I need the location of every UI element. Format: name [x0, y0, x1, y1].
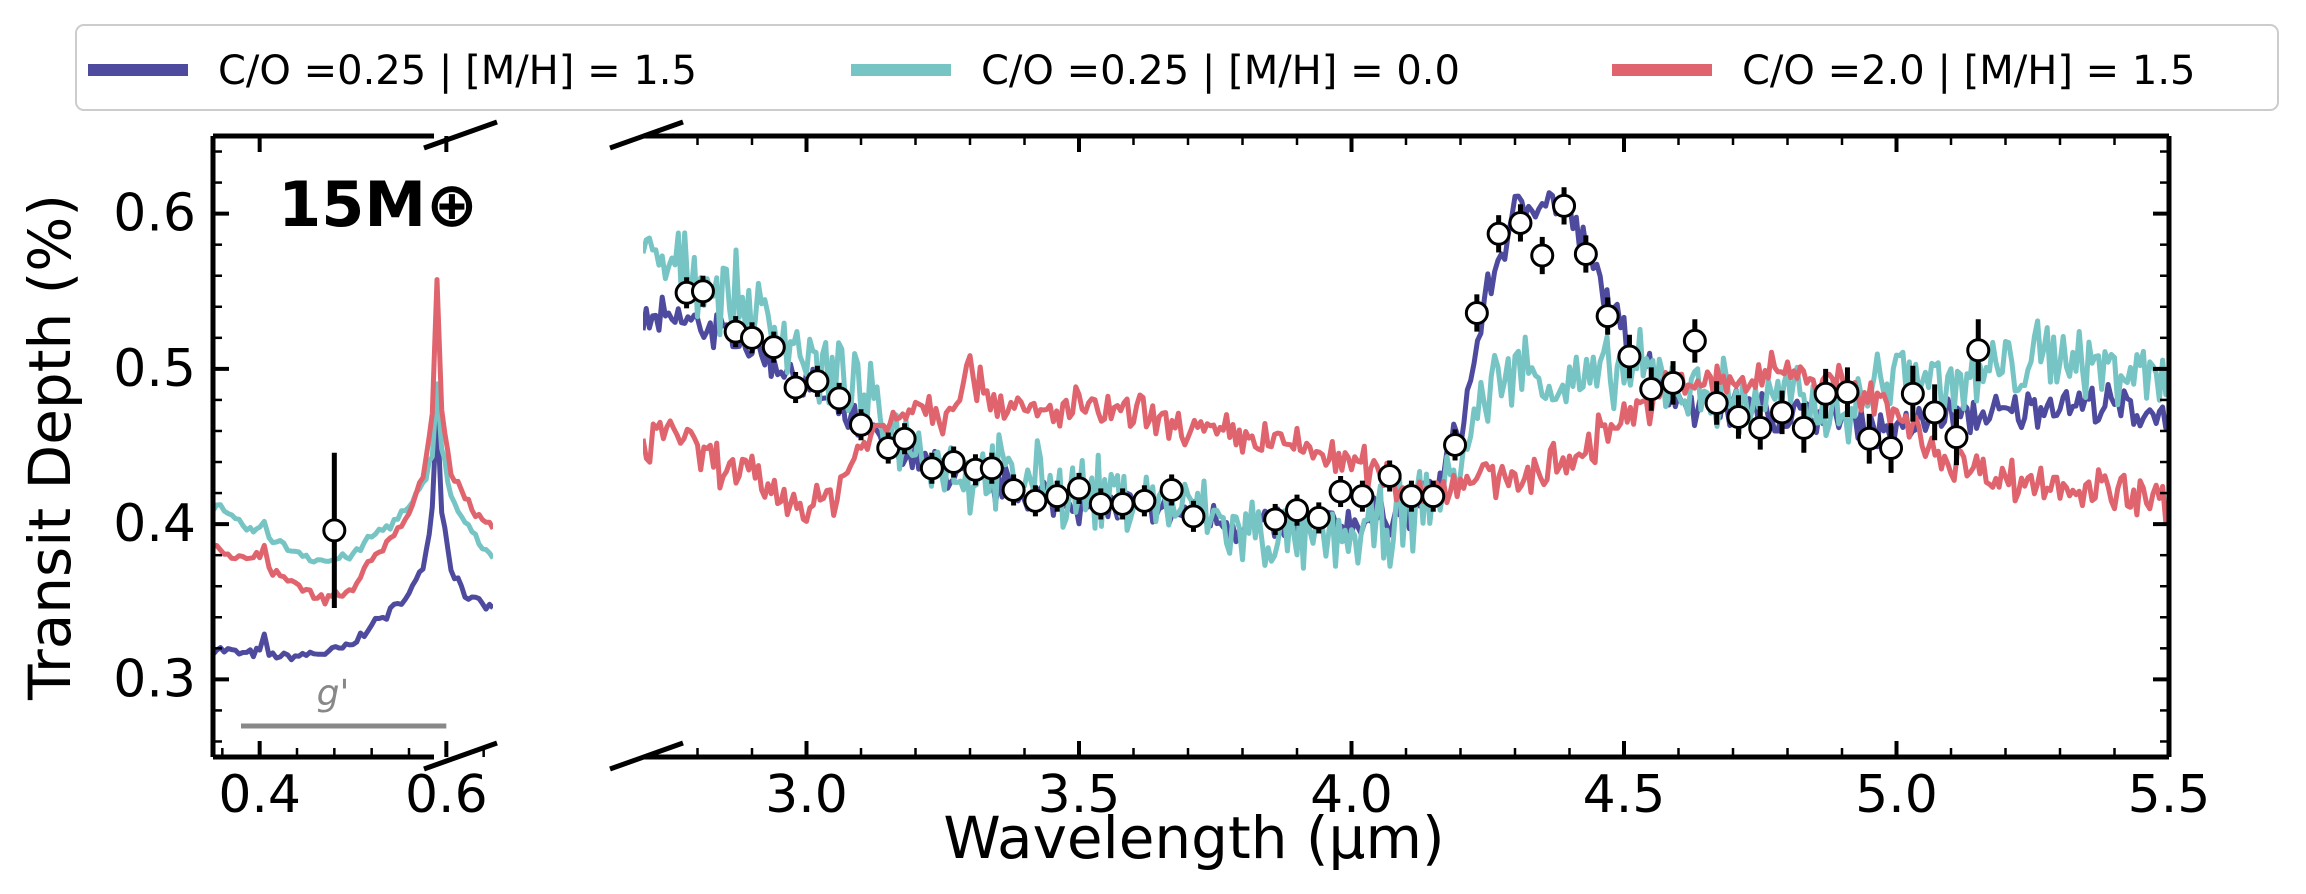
right-data-point-49 [1813, 381, 1838, 406]
left-data-point-0 [322, 518, 347, 543]
right-series-line-1 [643, 230, 2169, 571]
right-data-point-11 [919, 456, 944, 481]
y-tick-label-1: 0.4 [113, 494, 196, 554]
legend-box [75, 24, 2279, 111]
left-series-line-2 [213, 277, 493, 607]
right-x-tick-label-5: 5.5 [2128, 765, 2211, 825]
right-data-point-56 [1966, 338, 1991, 363]
right-data-point-25 [1285, 498, 1309, 523]
right-data-point-34 [1486, 221, 1511, 246]
right-data-point-28 [1350, 484, 1375, 509]
right-x-tick-label-0: 3.0 [765, 765, 848, 825]
right-data-point-39 [1595, 304, 1620, 329]
right-data-point-24 [1263, 507, 1288, 532]
right-data-point-53 [1900, 381, 1925, 406]
right-data-point-37 [1552, 193, 1577, 218]
right-data-point-3 [740, 325, 764, 350]
right-data-point-18 [1067, 476, 1091, 501]
right-data-point-42 [1661, 370, 1686, 395]
right-data-point-46 [1748, 415, 1773, 440]
left-x-tick-label-1: 0.6 [405, 765, 488, 825]
right-data-point-38 [1573, 241, 1598, 266]
right-data-point-17 [1045, 484, 1070, 509]
right-data-point-44 [1704, 391, 1729, 416]
right-data-point-51 [1857, 426, 1882, 451]
right-data-point-40 [1617, 344, 1642, 369]
right-data-point-35 [1508, 210, 1533, 235]
right-data-point-6 [805, 369, 830, 394]
right-data-point-16 [1023, 488, 1048, 513]
right-x-tick-label-3: 4.5 [1583, 765, 1666, 825]
right-x-tick-label-4: 5.0 [1855, 765, 1938, 825]
right-data-point-20 [1110, 491, 1135, 516]
right-data-point-10 [892, 426, 917, 451]
right-data-point-48 [1791, 415, 1816, 440]
right-x-tick-label-2: 4.0 [1310, 765, 1393, 825]
right-data-point-5 [783, 375, 808, 400]
legend-label-1: C/O =0.25 | [M/H] = 0.0 [981, 48, 1460, 94]
right-data-point-43 [1682, 328, 1707, 353]
x-axis-label: Wavelength (μm) [943, 804, 1444, 872]
right-data-point-22 [1159, 477, 1184, 502]
right-data-point-21 [1132, 488, 1157, 513]
right-data-point-26 [1306, 505, 1331, 530]
right-data-point-36 [1530, 243, 1555, 268]
right-data-point-7 [827, 386, 852, 411]
right-data-point-27 [1328, 479, 1353, 504]
right-data-point-30 [1399, 484, 1424, 509]
y-tick-label-2: 0.5 [113, 339, 196, 399]
legend: C/O =0.25 | [M/H] = 1.5 C/O =0.25 | [M/H… [75, 24, 2279, 111]
right-data-point-14 [979, 456, 1004, 481]
legend-label-2: C/O =2.0 | [M/H] = 1.5 [1742, 48, 2195, 94]
panel-label: 15M⊕ [278, 168, 478, 241]
right-data-point-52 [1879, 436, 1904, 461]
right-data-point-29 [1377, 463, 1402, 488]
y-tick-label-3: 0.6 [113, 184, 196, 244]
right-data-point-55 [1944, 425, 1969, 450]
axis-break-left-top [423, 119, 498, 151]
right-data-point-45 [1726, 405, 1751, 430]
axis-break-left-bottom [423, 740, 498, 772]
right-data-point-32 [1443, 432, 1468, 457]
left-panel: 0.3 0.4 0.5 0.6 0.4 0.6 15M⊕ g' [113, 133, 493, 825]
right-data-point-31 [1421, 484, 1446, 509]
y-axis-label: Transit Depth (%) [16, 194, 84, 701]
band-label: g' [317, 673, 350, 714]
right-data-point-8 [849, 412, 873, 437]
right-data-point-4 [761, 335, 786, 360]
right-data-point-19 [1088, 491, 1113, 516]
left-series-line-0 [213, 403, 493, 663]
right-data-point-54 [1922, 400, 1947, 425]
right-data-point-47 [1770, 400, 1795, 425]
left-series-line-1 [213, 381, 493, 565]
legend-label-0: C/O =0.25 | [M/H] = 1.5 [218, 48, 697, 94]
y-tick-label-0: 0.3 [113, 649, 196, 709]
right-data-point-41 [1639, 377, 1664, 402]
right-x-tick-label-1: 3.5 [1038, 765, 1121, 825]
right-data-point-1 [690, 279, 715, 304]
right-data-point-15 [1001, 477, 1026, 502]
right-data-point-12 [941, 450, 966, 475]
right-data-point-23 [1181, 504, 1206, 529]
right-data-point-33 [1464, 300, 1489, 325]
right-data-point-50 [1835, 380, 1860, 405]
right-panel: 3.0 3.5 4.0 4.5 5.0 5.5 [643, 133, 2211, 825]
left-x-tick-label-0: 0.4 [218, 765, 301, 825]
